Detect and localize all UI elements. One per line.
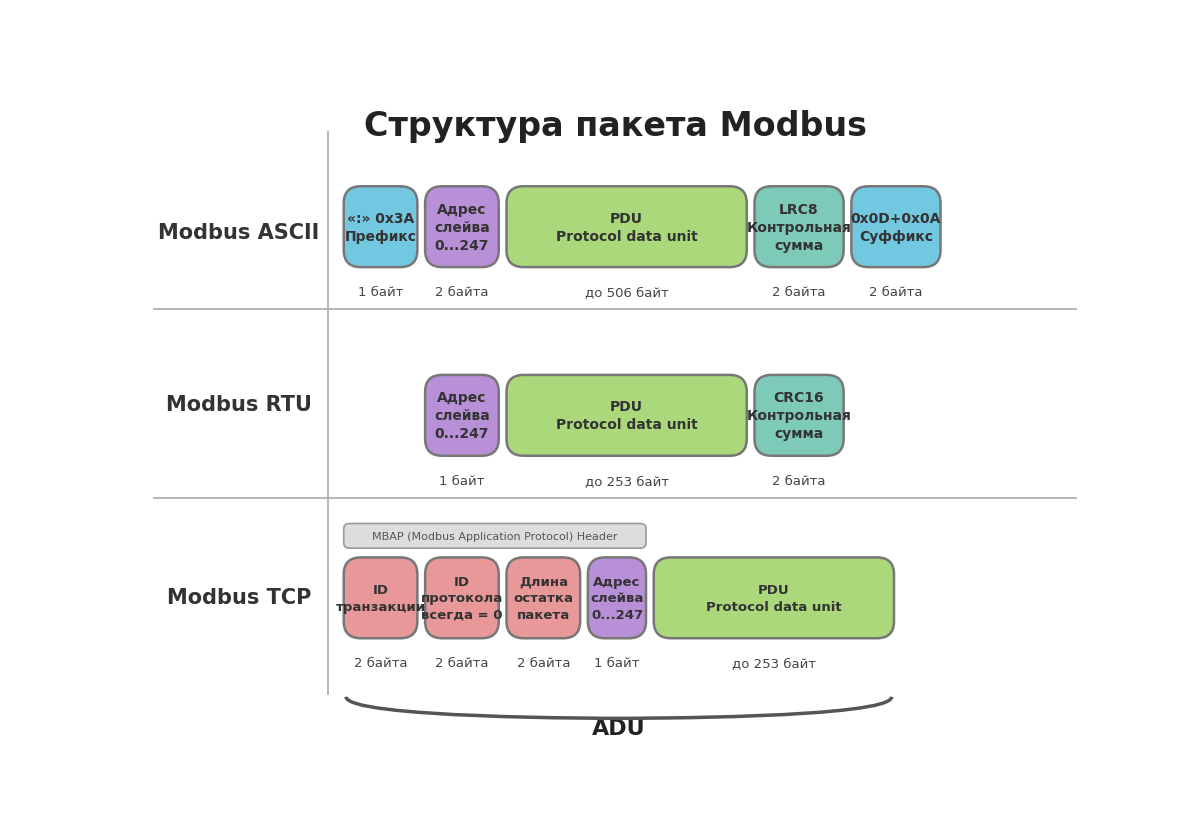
FancyBboxPatch shape (343, 187, 418, 267)
Text: 2 байта: 2 байта (436, 657, 488, 670)
Text: 1 байт: 1 байт (358, 286, 403, 299)
Text: 0x0D+0x0A
Суффикс: 0x0D+0x0A Суффикс (851, 211, 941, 243)
Text: 1 байт: 1 байт (439, 474, 485, 488)
Text: Адрес
слейва
0...247: Адрес слейва 0...247 (434, 391, 490, 440)
Text: PDU
Protocol data unit: PDU Protocol data unit (706, 584, 841, 613)
Text: ID
транзакции: ID транзакции (336, 584, 426, 613)
Text: 2 байта: 2 байта (773, 474, 826, 488)
Text: 2 байта: 2 байта (354, 657, 407, 670)
Text: Modbus RTU: Modbus RTU (166, 395, 312, 415)
FancyBboxPatch shape (506, 375, 746, 456)
Text: PDU
Protocol data unit: PDU Protocol data unit (556, 211, 697, 243)
Text: до 253 байт: до 253 байт (584, 474, 668, 488)
Text: «:» 0x3A
Префикс: «:» 0x3A Префикс (344, 211, 416, 243)
Text: LRC8
Контрольная
сумма: LRC8 Контрольная сумма (746, 203, 852, 253)
Text: Адрес
слейва
0...247: Адрес слейва 0...247 (590, 575, 643, 621)
Text: Modbus TCP: Modbus TCP (167, 587, 311, 607)
FancyBboxPatch shape (425, 558, 499, 638)
Text: CRC16
Контрольная
сумма: CRC16 Контрольная сумма (746, 391, 852, 440)
FancyBboxPatch shape (506, 558, 580, 638)
Text: Modbus ASCII: Modbus ASCII (158, 224, 319, 243)
Text: до 253 байт: до 253 байт (732, 657, 816, 670)
Text: ID
протокола
всегда = 0: ID протокола всегда = 0 (421, 575, 503, 621)
FancyBboxPatch shape (851, 187, 941, 267)
Text: 2 байта: 2 байта (516, 657, 570, 670)
FancyBboxPatch shape (506, 187, 746, 267)
Text: 2 байта: 2 байта (869, 286, 923, 299)
FancyBboxPatch shape (588, 558, 646, 638)
FancyBboxPatch shape (343, 558, 418, 638)
FancyBboxPatch shape (343, 524, 646, 548)
Text: ADU: ADU (592, 718, 646, 738)
Text: Структура пакета Modbus: Структура пакета Modbus (364, 110, 866, 143)
FancyBboxPatch shape (654, 558, 894, 638)
FancyBboxPatch shape (755, 375, 844, 456)
Text: Длина
остатка
пакета: Длина остатка пакета (514, 575, 574, 621)
FancyBboxPatch shape (425, 187, 499, 267)
Text: 1 байт: 1 байт (594, 657, 640, 670)
Text: Адрес
слейва
0...247: Адрес слейва 0...247 (434, 203, 490, 253)
FancyBboxPatch shape (425, 375, 499, 456)
Text: PDU
Protocol data unit: PDU Protocol data unit (556, 400, 697, 431)
Text: 2 байта: 2 байта (773, 286, 826, 299)
Text: до 506 байт: до 506 байт (584, 286, 668, 299)
Text: 2 байта: 2 байта (436, 286, 488, 299)
FancyBboxPatch shape (755, 187, 844, 267)
Text: MBAP (Modbus Application Protocol) Header: MBAP (Modbus Application Protocol) Heade… (372, 532, 618, 542)
